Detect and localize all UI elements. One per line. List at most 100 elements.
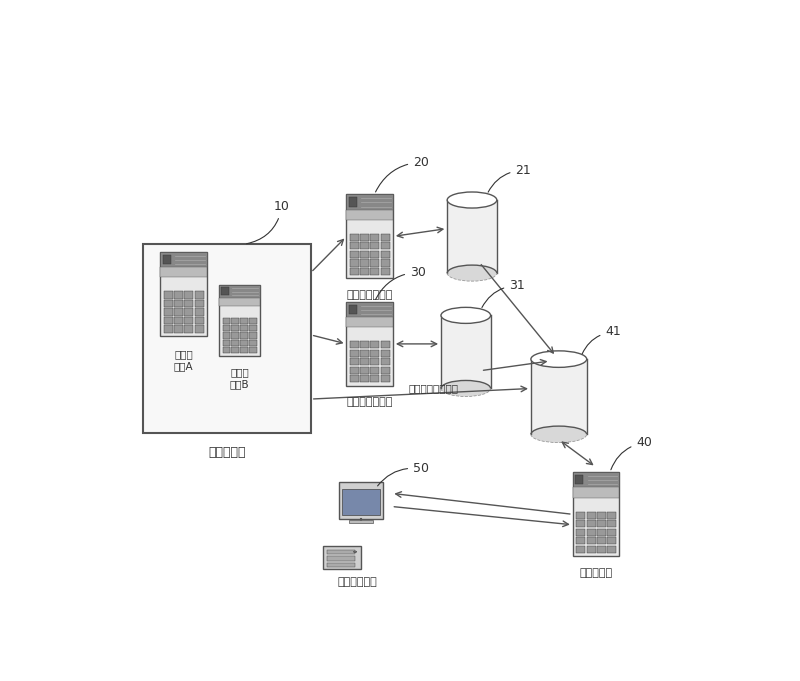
Bar <box>185 300 194 307</box>
Bar <box>349 305 357 314</box>
Text: 31: 31 <box>482 279 525 308</box>
Bar <box>360 234 370 241</box>
Ellipse shape <box>441 307 490 323</box>
Bar <box>231 340 239 346</box>
Bar <box>342 489 380 516</box>
Text: 41: 41 <box>582 326 621 354</box>
Ellipse shape <box>354 551 357 552</box>
Bar <box>346 317 393 327</box>
Bar <box>586 528 596 536</box>
Bar <box>350 259 359 266</box>
Bar <box>597 537 606 544</box>
Bar <box>441 315 490 388</box>
Bar <box>607 520 616 527</box>
Bar <box>360 358 370 366</box>
Text: 客户端计算机: 客户端计算机 <box>338 577 377 587</box>
Bar <box>240 340 248 346</box>
Bar <box>164 291 173 299</box>
Bar <box>381 341 390 349</box>
Bar <box>164 308 173 316</box>
Bar <box>370 268 379 275</box>
Bar <box>222 326 230 332</box>
Bar <box>222 347 230 353</box>
Bar <box>607 511 616 519</box>
Bar <box>381 375 390 383</box>
Bar <box>174 326 183 333</box>
Bar <box>349 197 357 206</box>
Bar <box>194 326 204 333</box>
Bar <box>346 210 393 220</box>
Bar <box>161 252 207 267</box>
Bar <box>161 252 207 336</box>
Bar <box>597 520 606 527</box>
Bar <box>381 358 390 366</box>
Bar <box>194 291 204 299</box>
Bar <box>607 545 616 553</box>
Bar <box>360 259 370 266</box>
Bar <box>323 546 361 569</box>
Bar <box>346 195 393 279</box>
Bar <box>222 340 230 346</box>
Bar <box>185 317 194 324</box>
Bar <box>249 347 257 353</box>
Bar <box>573 488 619 498</box>
Bar <box>607 528 616 536</box>
Bar <box>381 251 390 258</box>
Bar <box>174 317 183 324</box>
Bar <box>381 259 390 266</box>
Bar <box>349 520 373 523</box>
Bar <box>161 267 207 277</box>
Bar <box>222 287 229 295</box>
Bar <box>381 234 390 241</box>
Bar <box>346 302 393 386</box>
Text: 50: 50 <box>378 462 429 486</box>
Bar <box>350 234 359 241</box>
Bar <box>360 242 370 249</box>
Bar <box>249 332 257 338</box>
Bar <box>381 367 390 374</box>
Bar <box>360 375 370 383</box>
Bar <box>350 242 359 249</box>
Bar <box>370 350 379 357</box>
Text: 30: 30 <box>375 266 426 300</box>
Bar <box>350 350 359 357</box>
Ellipse shape <box>447 192 497 208</box>
Bar <box>531 359 586 434</box>
Bar <box>143 244 310 433</box>
Bar <box>240 347 248 353</box>
Bar <box>577 537 586 544</box>
Bar <box>586 537 596 544</box>
Text: 应用服务器: 应用服务器 <box>579 568 613 577</box>
Text: 硬件监控服务器: 硬件监控服务器 <box>346 398 393 407</box>
Bar <box>219 285 260 298</box>
Bar <box>607 537 616 544</box>
Text: 21: 21 <box>488 163 531 192</box>
Bar <box>597 511 606 519</box>
Bar <box>194 308 204 316</box>
Bar <box>346 302 393 317</box>
Bar <box>174 308 183 316</box>
Ellipse shape <box>441 381 490 396</box>
Text: 邮件服
务器A: 邮件服 务器A <box>174 349 194 370</box>
Bar <box>586 511 596 519</box>
Text: 网络监控服务器: 网络监控服务器 <box>346 290 393 300</box>
Bar <box>573 473 619 488</box>
Bar <box>381 242 390 249</box>
Text: 20: 20 <box>375 156 429 192</box>
Bar <box>346 195 393 210</box>
Bar <box>222 318 230 324</box>
Bar <box>231 318 239 324</box>
Bar <box>370 341 379 349</box>
Text: 软件运行状态数据: 软件运行状态数据 <box>408 383 458 393</box>
Bar <box>370 367 379 374</box>
Bar <box>381 350 390 357</box>
Bar <box>573 473 619 556</box>
Bar <box>381 268 390 275</box>
Bar <box>597 528 606 536</box>
Bar <box>360 268 370 275</box>
Bar <box>185 308 194 316</box>
Ellipse shape <box>531 351 586 367</box>
Bar <box>370 375 379 383</box>
Bar <box>164 317 173 324</box>
Bar <box>577 520 586 527</box>
